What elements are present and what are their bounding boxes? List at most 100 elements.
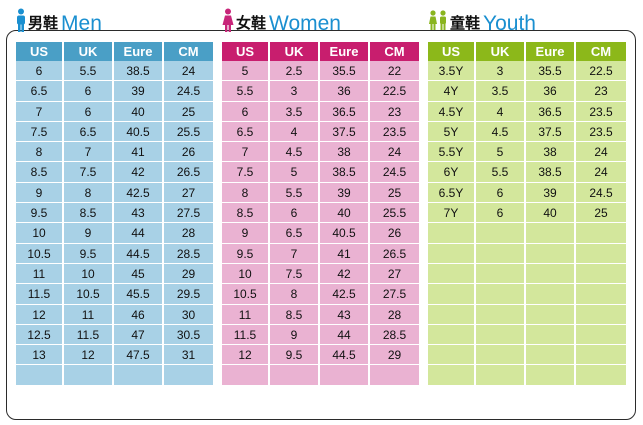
- table-cell: 2.5: [270, 61, 320, 82]
- table-cell: [576, 223, 626, 244]
- table-cell: 38: [526, 142, 576, 163]
- table-cell: 8.5: [64, 203, 114, 224]
- table-cell: 6: [476, 182, 526, 204]
- table-row: 12 11 46 30: [16, 304, 213, 325]
- table-row: 4Y 3.5 36 23: [428, 81, 626, 102]
- table-cell: 4.5: [270, 142, 320, 163]
- table-cell: 25: [164, 101, 213, 122]
- table-cell: 30.5: [164, 324, 213, 346]
- youth-label-zh: 童鞋: [450, 15, 481, 32]
- table-row: 10.5 8 42.5 27.5: [222, 284, 419, 305]
- table-cell: 9.5: [64, 243, 114, 264]
- table-cell: 12: [64, 345, 114, 366]
- column-header: Eure: [320, 42, 370, 61]
- table-cell: [476, 284, 526, 305]
- table-cell: [476, 223, 526, 244]
- table-row: 5Y 4.5 37.5 23.5: [428, 121, 626, 143]
- table-cell: [428, 223, 476, 244]
- table-cell: 6: [64, 81, 114, 102]
- table-cell: [428, 243, 476, 264]
- table-cell: 9: [270, 324, 320, 346]
- table-row: 10 7.5 42 27: [222, 263, 419, 285]
- table-cell: 7: [270, 243, 320, 264]
- table-row: [16, 365, 213, 386]
- table-cell: 39: [114, 81, 164, 102]
- table-cell: [428, 324, 476, 346]
- table-row: [428, 284, 626, 305]
- table-cell: [576, 304, 626, 325]
- table-cell: 25.5: [370, 203, 419, 224]
- table-cell: 8: [270, 284, 320, 305]
- table-cell: 22.5: [370, 81, 419, 102]
- table-row: [428, 365, 626, 386]
- table-cell: 23.5: [370, 121, 419, 143]
- table-cell: [270, 365, 320, 386]
- women-header: 女鞋 Women: [222, 8, 341, 36]
- table-cell: 24: [576, 142, 626, 163]
- column-header: CM: [590, 44, 612, 59]
- table-cell: 3.5Y: [428, 61, 476, 82]
- table-row: 7.5 5 38.5 24.5: [222, 162, 419, 183]
- youth-size-table: 童鞋 Youth US UK Eure CM 3.5Y 3 35.5 22.5 4Y 3.…: [428, 9, 626, 386]
- table-cell: [526, 304, 576, 325]
- table-cell: 6.5: [222, 121, 270, 143]
- table-cell: 26.5: [370, 243, 419, 264]
- youth-column-headers: US UK Eure CM: [428, 42, 626, 61]
- table-row: [428, 304, 626, 325]
- table-cell: 26: [370, 223, 419, 244]
- women-size-table: 女鞋 Women US UK Eure CM 5 2.5 35.5 22 5.5 3 36 2…: [222, 8, 419, 386]
- table-cell: [526, 345, 576, 366]
- table-cell: 29: [370, 345, 419, 366]
- table-cell: [576, 243, 626, 264]
- table-cell: [476, 243, 526, 264]
- table-cell: 36: [526, 81, 576, 102]
- table-cell: [526, 223, 576, 244]
- table-cell: 23.5: [576, 101, 626, 122]
- table-row: 6 5.5 38.5 24: [16, 61, 213, 82]
- table-cell: 11.5: [64, 324, 114, 346]
- youth-label-en: Youth: [483, 12, 536, 35]
- table-row: 6.5Y 6 39 24.5: [428, 182, 626, 204]
- table-cell: [526, 263, 576, 285]
- column-header: US: [222, 42, 270, 61]
- table-cell: 9.5: [222, 243, 270, 264]
- table-cell: 45.5: [114, 284, 164, 305]
- table-cell: 7.5: [64, 162, 114, 183]
- table-cell: [476, 304, 526, 325]
- table-cell: 37.5: [526, 121, 576, 143]
- table-row: 9 8 42.5 27: [16, 182, 213, 204]
- table-cell: 26.5: [164, 162, 213, 183]
- table-cell: 27: [370, 263, 419, 285]
- table-cell: 35.5: [320, 61, 370, 82]
- table-row: 9.5 8.5 43 27.5: [16, 203, 213, 224]
- table-cell: 30: [164, 304, 213, 325]
- column-header: US: [16, 42, 64, 61]
- table-cell: 6: [476, 203, 526, 224]
- table-cell: 9: [222, 223, 270, 244]
- table-row: [428, 223, 626, 244]
- table-row: 8 5.5 39 25: [222, 182, 419, 204]
- table-row: 9 6.5 40.5 26: [222, 223, 419, 244]
- table-cell: 8: [16, 142, 64, 163]
- column-header: UK: [64, 42, 114, 61]
- table-cell: 10: [222, 263, 270, 285]
- table-cell: 26: [164, 142, 213, 163]
- table-cell: [576, 263, 626, 285]
- table-cell: 7.5: [270, 263, 320, 285]
- table-row: 7 6 40 25: [16, 101, 213, 122]
- table-row: 7.5 6.5 40.5 25.5: [16, 121, 213, 143]
- table-cell: [476, 345, 526, 366]
- women-column-headers: US UK Eure CM: [222, 42, 419, 61]
- table-cell: 12.5: [16, 324, 64, 346]
- table-cell: 11.5: [16, 284, 64, 305]
- column-header: US: [428, 42, 476, 61]
- table-cell: 6: [222, 101, 270, 122]
- table-cell: 38.5: [114, 61, 164, 82]
- table-cell: 5.5Y: [428, 142, 476, 163]
- table-cell: 28.5: [164, 243, 213, 264]
- table-cell: [576, 365, 626, 386]
- table-cell: 42.5: [114, 182, 164, 204]
- table-cell: 5.5: [476, 162, 526, 183]
- table-cell: [576, 284, 626, 305]
- table-cell: [16, 365, 64, 386]
